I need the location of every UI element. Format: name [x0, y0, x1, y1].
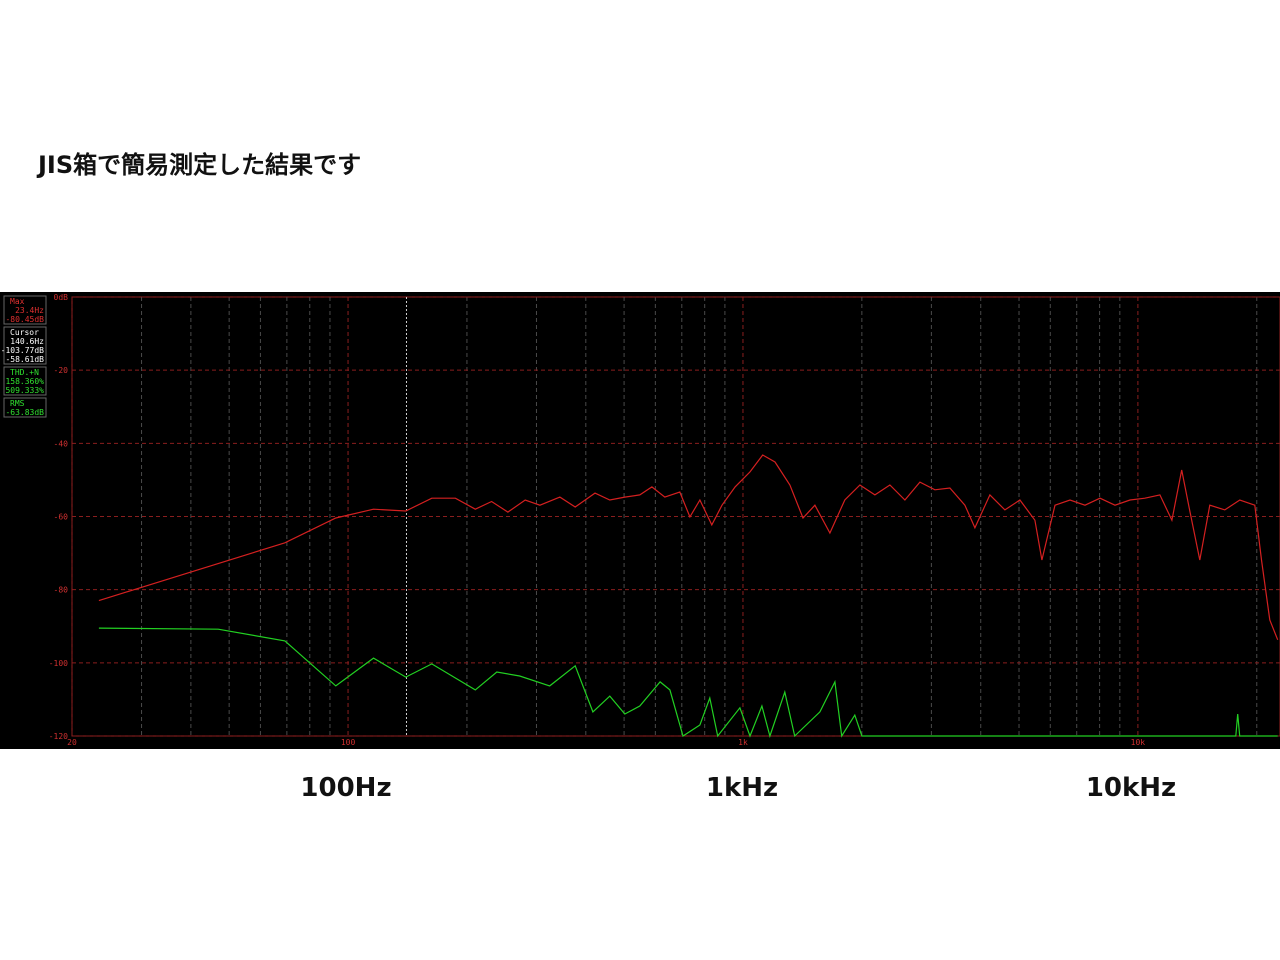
axis-caption: 100Hz — [300, 773, 391, 803]
series-line — [98, 627, 1278, 739]
readout-label: Cursor — [10, 328, 39, 337]
readout-value: -63.83dB — [5, 408, 44, 417]
plot — [98, 297, 1279, 739]
y-tick-label: -60 — [54, 513, 69, 522]
readout-box — [3, 295, 47, 325]
y-tick-label: 0dB — [54, 293, 69, 302]
series-line — [98, 454, 1279, 641]
axis-caption: 10kHz — [1086, 773, 1176, 803]
readout-box — [3, 366, 47, 396]
readout-value: -80.45dB — [5, 315, 44, 324]
readout-label: Max — [10, 297, 25, 306]
y-tick-label: -40 — [54, 439, 69, 448]
analyzer-screen — [0, 292, 1280, 749]
y-tick-label: -120 — [49, 732, 68, 741]
grid: 20 100 1k 10k 0dB -20 -40 -60 -80 -100 -120 — [49, 293, 1280, 747]
readout-label: THD.+N — [10, 368, 39, 377]
y-tick-label: -80 — [54, 586, 69, 595]
readout-box — [3, 397, 47, 418]
readout-value: 140.6Hz — [10, 337, 44, 346]
x-tick-label: 100 — [341, 738, 356, 747]
readout-value: -58.61dB — [5, 355, 44, 364]
readout-value: 509.333% — [5, 386, 44, 395]
readout-value: 23.4Hz — [15, 306, 44, 315]
readout-box — [3, 326, 47, 365]
readout-panel: Max23.4Hz-80.45dBCursor140.6Hz-103.77dB-… — [1, 295, 47, 418]
readout-value: -103.77dB — [1, 346, 45, 355]
x-tick-label: 10k — [1131, 738, 1146, 747]
y-tick-label: -100 — [49, 659, 68, 668]
readout-value: 158.360% — [5, 377, 44, 386]
axis-captions: 100Hz 1kHz 10kHz — [300, 773, 1176, 803]
slide-title: JIS箱で簡易測定した結果です — [36, 151, 361, 179]
readout-label: RMS — [10, 399, 25, 408]
x-tick-label: 1k — [738, 738, 748, 747]
y-tick-label: -20 — [54, 366, 69, 375]
axis-caption: 1kHz — [706, 773, 778, 803]
x-tick-label: 20 — [67, 738, 77, 747]
